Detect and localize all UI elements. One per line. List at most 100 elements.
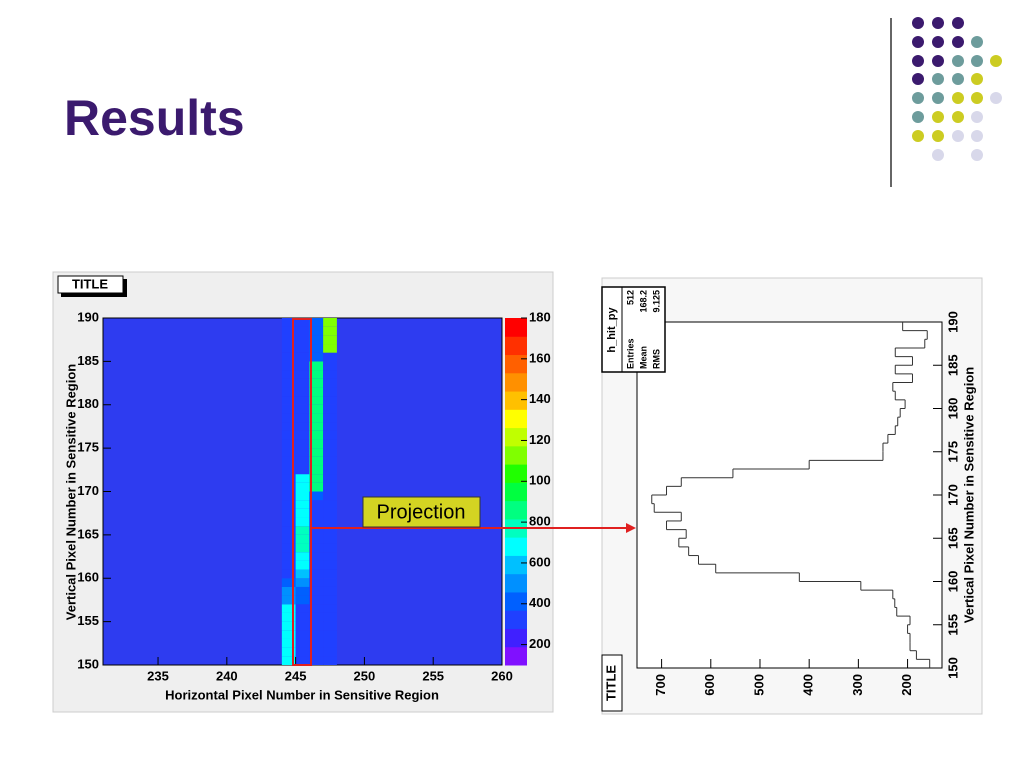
- slide-title: Results: [64, 90, 245, 146]
- colorbar-step: [505, 354, 527, 374]
- cell: [281, 448, 296, 457]
- cell: [323, 456, 337, 466]
- cell: [281, 508, 296, 518]
- y-tick-label: 160: [945, 571, 960, 593]
- stats-value: 512: [625, 290, 635, 305]
- cell: [281, 352, 296, 362]
- cell: [295, 621, 310, 631]
- cell: [295, 656, 310, 665]
- cell: [281, 378, 296, 388]
- cell: [281, 370, 296, 379]
- z-tick-label: 120: [529, 432, 551, 447]
- cell: [281, 595, 296, 605]
- colorbar-step: [505, 464, 527, 483]
- cell: [309, 465, 324, 475]
- y-tick-label: 185: [77, 353, 99, 368]
- colorbar-step: [505, 591, 527, 611]
- cell: [295, 361, 310, 371]
- cell: [323, 543, 337, 553]
- cell: [323, 560, 337, 570]
- cell: [309, 404, 324, 414]
- cell: [281, 560, 296, 570]
- cell: [281, 621, 296, 631]
- cell: [295, 526, 310, 535]
- cell: [295, 560, 310, 570]
- chart-title: TITLE: [603, 665, 618, 701]
- cell: [295, 500, 310, 509]
- cell: [309, 361, 324, 371]
- arrow-head: [626, 523, 636, 533]
- cell: [295, 578, 310, 587]
- cell: [295, 638, 310, 648]
- y-tick-label: 150: [77, 656, 99, 671]
- colorbar-step: [505, 391, 527, 410]
- z-tick-label: 400: [529, 595, 551, 610]
- cell: [281, 413, 296, 423]
- cell: [309, 491, 324, 501]
- cell: [281, 491, 296, 501]
- cell: [309, 560, 324, 570]
- cell: [309, 370, 324, 379]
- colorbar-step: [505, 628, 527, 648]
- cell: [295, 586, 310, 596]
- z-tick-label: 160: [529, 350, 551, 365]
- y-tick-label: 180: [77, 396, 99, 411]
- cell: [309, 387, 324, 397]
- colorbar-step: [505, 573, 527, 593]
- cell: [323, 578, 337, 587]
- cell: [281, 326, 296, 336]
- cell: [323, 630, 337, 639]
- y-axis-label: Vertical Pixel Number in Sensitive Regio…: [63, 364, 78, 621]
- x-tick-label: 700: [653, 674, 668, 696]
- cell: [295, 508, 310, 518]
- y-tick-label: 150: [945, 657, 960, 679]
- colorbar-step: [505, 318, 527, 337]
- cell: [309, 378, 324, 388]
- cell: [295, 370, 310, 379]
- cell: [295, 404, 310, 414]
- cell: [309, 534, 324, 544]
- cell: [295, 448, 310, 457]
- cell: [323, 526, 337, 535]
- cell: [323, 474, 337, 483]
- cell: [309, 422, 324, 431]
- cell: [281, 465, 296, 475]
- cell: [309, 647, 324, 657]
- z-tick-label: 180: [529, 309, 551, 324]
- y-tick-label: 160: [77, 570, 99, 585]
- cell: [281, 552, 296, 561]
- cell: [295, 422, 310, 431]
- cell: [309, 508, 324, 518]
- cell: [309, 448, 324, 457]
- y-tick-label: 175: [945, 441, 960, 463]
- title-box: [57, 275, 124, 294]
- x-tick-label: 300: [850, 674, 865, 696]
- cell: [309, 638, 324, 648]
- cell: [323, 465, 337, 475]
- cell: [323, 534, 337, 544]
- cell: [309, 543, 324, 553]
- cell: [309, 456, 324, 466]
- cell: [323, 396, 337, 405]
- cell: [295, 396, 310, 405]
- annotation: Projection: [377, 501, 466, 523]
- x-tick-label: 255: [422, 668, 444, 683]
- stats-key: RMS: [651, 349, 661, 369]
- cell: [281, 517, 296, 527]
- cell: [281, 482, 296, 492]
- cell: [281, 500, 296, 509]
- cell: [323, 586, 337, 596]
- stats-key: Entries: [625, 338, 635, 369]
- cell: [323, 404, 337, 414]
- cell: [295, 630, 310, 639]
- stats-key: Mean: [638, 346, 648, 369]
- cell: [323, 430, 337, 440]
- stats-value: 9.125: [651, 290, 661, 313]
- cell: [281, 439, 296, 449]
- y-tick-label: 155: [77, 613, 99, 628]
- y-tick-label: 165: [945, 527, 960, 549]
- cell: [309, 578, 324, 587]
- cell: [295, 474, 310, 483]
- cell: [309, 517, 324, 527]
